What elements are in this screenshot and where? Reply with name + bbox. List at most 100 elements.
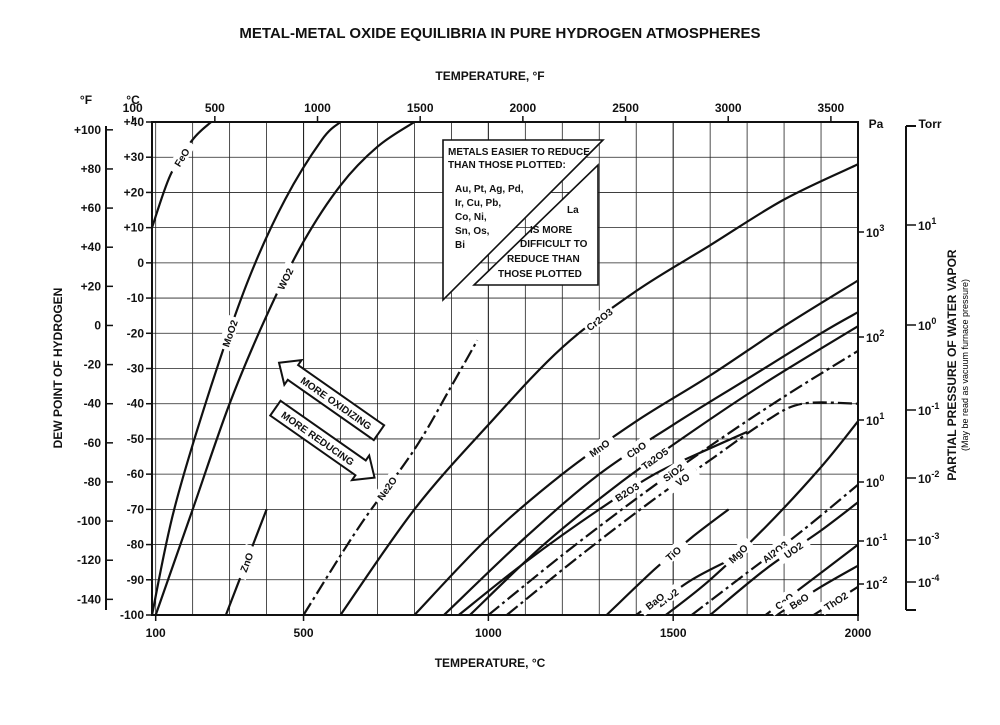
y-unit-f: °F — [80, 93, 92, 107]
pa-tick-label: 10-1 — [866, 532, 887, 549]
metals-box: METALS EASIER TO REDUCE THAN THOSE PLOTT… — [442, 139, 605, 302]
y-unit-c: °C — [126, 93, 140, 107]
series-line-mgo — [665, 420, 859, 616]
metals-box-left-triangle — [442, 139, 605, 302]
x-top-tick-label: 3500 — [818, 101, 845, 115]
series-label-zno: ZnO — [239, 551, 257, 574]
y-tick-label-c: -10 — [127, 291, 145, 305]
x-tick-label: 100 — [146, 626, 166, 640]
more-oxidizing-arrow: MORE OXIDIZING — [277, 358, 386, 442]
series-label-bg — [271, 260, 299, 297]
y-tick-label-c: +10 — [124, 221, 145, 235]
difficult-box-line-1: La — [567, 205, 579, 216]
series-label-bg — [618, 434, 654, 464]
series-label-bg — [217, 314, 241, 352]
torr-tick-label: 10-3 — [918, 531, 939, 548]
x-top-tick-label: 1000 — [304, 101, 331, 115]
series-label-bg — [766, 585, 802, 617]
y-tick-label-f: +40 — [81, 240, 102, 254]
metals-box-heading-1: METALS EASIER TO REDUCE — [448, 147, 590, 158]
axes — [105, 116, 916, 621]
pa-tick-label: 101 — [866, 411, 884, 428]
series-label-bg — [817, 585, 854, 616]
torr-tick-label: 10-2 — [918, 469, 939, 486]
series-label-bg — [581, 303, 617, 335]
y-tick-label-f: -100 — [77, 514, 101, 528]
y-tick-label-c: -60 — [127, 467, 145, 481]
x-top-tick-label: 2000 — [510, 101, 537, 115]
y-tick-label-f: +80 — [81, 162, 102, 176]
difficult-box-line-4: REDUCE THAN — [507, 254, 580, 265]
y-tick-label-c: 0 — [137, 256, 144, 270]
series-label-bg — [166, 139, 196, 175]
x-tick-label: 1000 — [475, 626, 502, 640]
y-tick-label-f: -80 — [84, 475, 102, 489]
series-label-bg — [636, 442, 673, 474]
y-tick-label-c: -70 — [127, 502, 145, 516]
y-tick-label-c: -50 — [127, 432, 145, 446]
torr-tick-label: 101 — [918, 216, 936, 233]
x-tick-label: 1500 — [660, 626, 687, 640]
difficult-box-line-3: DIFFICULT TO — [520, 239, 588, 250]
series-label-bg — [608, 476, 645, 506]
y-tick-label-f: -120 — [77, 553, 101, 567]
pa-tick-label: 102 — [866, 328, 884, 345]
series-line-ne2o — [302, 339, 479, 616]
x-top-tick-label: 2500 — [612, 101, 639, 115]
torr-tick-label: 10-1 — [918, 401, 939, 418]
x-axis-top-label: TEMPERATURE, °F — [435, 69, 544, 83]
y-tick-label-f: -20 — [84, 358, 102, 372]
torr-unit: Torr — [918, 117, 941, 131]
y-tick-label-f: -40 — [84, 397, 102, 411]
x-axis-label: TEMPERATURE, °C — [435, 656, 546, 670]
y-tick-label-c: -90 — [127, 573, 145, 587]
y-tick-label-c: +20 — [124, 185, 145, 199]
metals-box-line-2: Ir, Cu, Pb, — [455, 198, 501, 209]
pa-tick-label: 103 — [866, 223, 884, 240]
metals-box-line-1: Au, Pt, Ag, Pd, — [455, 184, 524, 195]
series-line-mno — [413, 279, 859, 616]
chart-title: METAL-METAL OXIDE EQUILIBRIA IN PURE HYD… — [239, 25, 760, 42]
series-label-bg — [757, 535, 792, 567]
series-line-vo — [506, 401, 859, 616]
series-label-bg — [655, 456, 691, 488]
torr-tick-label: 100 — [918, 316, 936, 333]
series-label-bg — [780, 585, 817, 616]
series-line-cr2o3 — [339, 163, 859, 616]
metals-box-right-triangle — [472, 163, 599, 286]
y-tick-label-f: +100 — [74, 123, 101, 137]
pa-tick-label: 10-2 — [866, 575, 887, 592]
x-tick-label: 2000 — [845, 626, 872, 640]
metals-box-heading-2: THAN THOSE PLOTTED: — [448, 160, 566, 171]
metals-box-line-5: Bi — [455, 240, 465, 251]
y-axis-label: DEW POINT OF HYDROGEN — [51, 288, 65, 449]
y-tick-label-c: -100 — [120, 608, 144, 622]
x-tick-label: 500 — [294, 626, 314, 640]
series-line-feo — [150, 121, 212, 228]
difficult-box-line-2: IS MORE — [530, 225, 573, 236]
y-tick-label-c: -30 — [127, 362, 145, 376]
y-tick-label-c: -80 — [127, 538, 145, 552]
y-tick-label-f: -140 — [77, 592, 101, 606]
grid — [152, 122, 858, 615]
difficult-box-line-5: THOSE PLOTTED — [498, 269, 582, 280]
x-top-tick-label: 3000 — [715, 101, 742, 115]
series-label-bg — [636, 585, 672, 616]
more-reducing-arrow: MORE REDUCING — [268, 399, 376, 482]
series-label-bg — [720, 536, 755, 570]
x-top-tick-label: 100 — [123, 101, 143, 115]
y-tick-label-c: +40 — [124, 115, 145, 129]
y-tick-label-f: +20 — [81, 279, 102, 293]
y-axis-right-label: PARTIAL PRESSURE OF WATER VAPOR — [945, 249, 959, 480]
series-line-cbo — [443, 311, 859, 616]
y-axis-right-note: (May be read as vacuum furnace pressure) — [960, 279, 970, 451]
metals-box-line-4: Sn, Os, — [455, 226, 490, 237]
x-top-tick-label: 1500 — [407, 101, 434, 115]
x-top-tick-label: 500 — [205, 101, 225, 115]
series-label-bg — [233, 543, 258, 581]
torr-tick-label: 10-4 — [918, 573, 939, 590]
y-tick-label-c: +30 — [124, 150, 145, 164]
metals-box-line-3: Co, Ni, — [455, 212, 487, 223]
